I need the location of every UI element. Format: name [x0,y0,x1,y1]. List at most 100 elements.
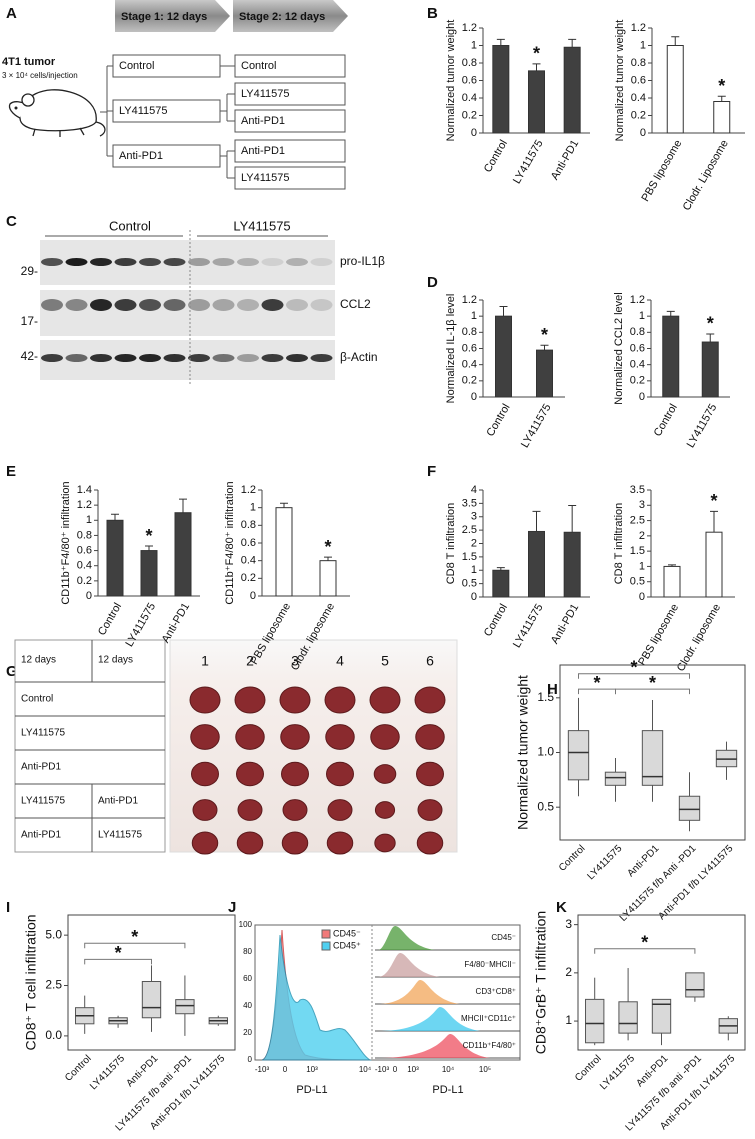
y-tick-label: 0.6 [630,342,645,354]
table-cell: LY411575 [98,830,143,841]
y-tick-label: 1.5 [630,545,645,557]
box [585,998,605,1044]
flow-xtick: -10³ [255,1065,270,1074]
significance: * [707,314,714,334]
y-tick-label: 0.8 [241,519,256,531]
box [651,998,672,1034]
blot-band [310,354,333,362]
legend-label: CD45⁺ [333,940,361,950]
blot-band [163,354,186,362]
table-cell: 12 days [98,655,133,666]
x-tick-label: Control [482,138,510,175]
x-tick-label: Anti-PD1 f/b LY411575 [656,843,735,922]
bar [140,550,158,597]
x-tick-label: PBS liposome [639,138,684,204]
significance-bracket [615,688,690,695]
y-tick-label: 1 [640,39,646,51]
photo-column: 4 [336,653,344,669]
x-tick-label: Control [63,1053,94,1084]
blot-band [237,258,259,266]
y-tick-label: 0.8 [630,326,645,338]
tumor [416,761,444,787]
y-tick-label: 0.4 [631,92,646,104]
table-cell: LY411575 [21,728,66,739]
error-bar [540,344,549,351]
significance: * [115,943,122,963]
mw-marker: 42- [21,349,38,363]
y-tick-label: 1 [250,502,256,514]
y-tick-label: 1.5 [537,690,554,704]
error-bar [717,95,726,102]
y-tick-label: 0 [471,127,477,139]
flow-xtick: 10³ [407,1065,419,1074]
significance: * [131,927,138,947]
group-label: LY411575 [241,172,290,184]
table-cell: Control [21,694,53,705]
y-tick-label: 3.5 [462,497,477,509]
tumor [236,761,264,787]
x-tick-label: Control [652,402,680,439]
y-tick-label: 0.6 [462,342,477,354]
y-tick-label: 5.0 [45,927,62,941]
photo-column: 6 [426,653,434,669]
y-tick-label: 1.2 [462,294,477,306]
population-label: CD3⁺CD8⁺ [476,987,516,996]
y-tick-label: 0.4 [630,359,645,371]
flow-xtick: -10³ [375,1065,390,1074]
blot-band [212,354,235,362]
blot-strip [40,340,335,380]
bar [666,45,684,134]
group-label: Anti-PD1 [241,115,285,127]
y-tick-label: 0 [86,590,92,602]
tumor [324,686,356,714]
blot-band [188,258,210,266]
x-tick-label: LY411575 [511,602,546,650]
box [678,795,701,821]
bar [563,46,581,134]
tumor [282,799,308,821]
error-bar [179,498,187,513]
x-tick-label: LY411575 [685,402,720,450]
error-bar [568,505,577,533]
error-bar [671,36,680,46]
group-label: Anti-PD1 [241,145,285,157]
x-tick-label: PBS liposome [636,602,681,668]
tumor [370,724,400,750]
y-tick-label: 1.2 [462,22,477,34]
y-tick-label: 0.2 [462,109,477,121]
error-bar [280,502,288,508]
y-tick-label: 0.4 [462,92,477,104]
x-tick-label: Anti-PD1 [549,602,581,646]
y-tick-label: 0.2 [631,109,646,121]
error-bar [668,564,676,567]
bar [275,507,293,597]
bar [106,519,124,597]
y-tick-label: 0.6 [631,74,646,86]
histogram [378,926,435,950]
bar [536,349,553,398]
tumor [191,761,219,787]
blot-band [139,299,161,311]
y-tick-label: 1.0 [537,745,554,759]
y-tick-label: 4 [471,484,477,496]
tumor [326,761,354,787]
x-tick-label: LY411575 [511,138,546,186]
x-tick-label: Control [484,402,512,439]
blot-band [310,258,333,266]
y-tick-label: 1 [565,1013,572,1027]
tumor [369,686,401,714]
x-tick-label: LY411575 [88,1053,127,1092]
blot-band [212,299,235,311]
x-tick-label: Control [557,843,588,874]
significance: * [593,673,600,693]
error-bar [145,545,153,551]
blot-band [261,354,284,362]
blot-band [114,258,137,266]
x-tick-label: Control [96,601,124,638]
x-tick-label: LY411575 [586,843,625,882]
error-bar [710,510,718,533]
panel-label: I [6,899,10,916]
x-tick-label: Anti-PD1 [625,843,661,879]
tumor [416,831,444,855]
histogram [261,934,372,1061]
